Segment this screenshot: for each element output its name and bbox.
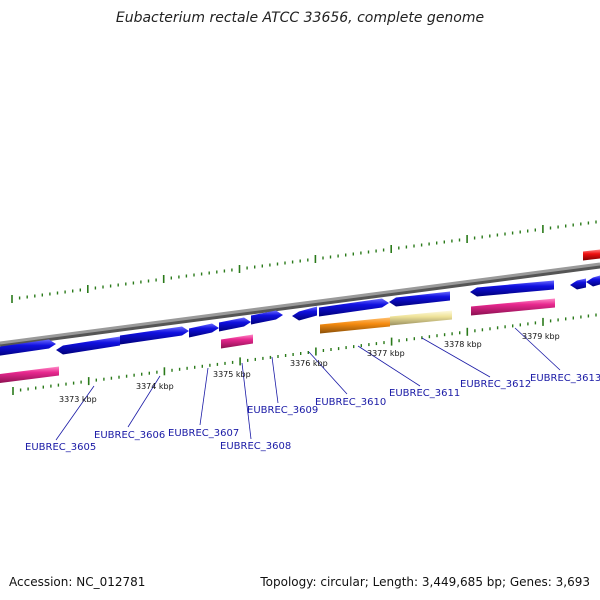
orange-feature-15[interactable] [320,317,390,334]
backbone [0,262,600,345]
tick-label-3375: 3375 kbp [213,370,251,379]
leader-3609 [271,356,279,404]
blue-feature-10[interactable] [570,278,586,290]
pink-feature-13[interactable] [221,334,253,349]
leader-3607 [199,367,209,426]
pink-feature-14[interactable] [471,298,555,316]
tick-labels: 3373 kbp 3374 kbp 3375 kbp 3376 kbp 3377… [59,332,560,404]
blue-feature-5[interactable] [251,310,283,325]
leader-3610 [308,351,348,395]
tick-label-3379: 3379 kbp [522,332,560,341]
leader-3613 [514,327,561,371]
leader-3612 [421,337,491,378]
blue-feature-1[interactable] [56,336,120,355]
backbone-shadow [0,263,600,348]
pink-feature-12[interactable] [0,366,59,384]
blue-feature-2[interactable] [120,326,189,345]
blue-feature-3[interactable] [189,323,219,338]
features [0,249,600,384]
blue-feature-8[interactable] [389,291,450,307]
gene-label-3606: EUBREC_3606 [94,430,165,441]
tick-label-3378: 3378 kbp [444,340,482,349]
accession-text: Accession: NC_012781 [9,575,146,589]
gene-label-3605: EUBREC_3605 [25,442,96,453]
gene-leaders [55,327,561,441]
leader-3606 [127,375,161,428]
gene-label-3613: EUBREC_3613 [530,373,600,384]
inner-ticks [12,313,597,395]
gene-label-3610: EUBREC_3610 [315,397,386,408]
tick-label-3374: 3374 kbp [136,382,174,391]
gene-label-3611: EUBREC_3611 [389,388,460,399]
blue-feature-7[interactable] [319,298,389,317]
outer-ticks [11,220,597,303]
red-feature-17[interactable] [583,249,600,261]
leader-3611 [357,345,421,387]
blue-feature-4[interactable] [219,317,251,332]
gene-label-3607: EUBREC_3607 [168,428,239,439]
genome-summary: Topology: circular; Length: 3,449,685 bp… [260,575,590,589]
tick-label-3376: 3376 kbp [290,359,328,368]
blue-feature-11[interactable] [586,275,600,287]
gene-label-3609: EUBREC_3609 [247,405,318,416]
blue-feature-9[interactable] [470,280,554,297]
gene-labels: EUBREC_3605 EUBREC_3606 EUBREC_3607 EUBR… [25,373,600,453]
beige-feature-16[interactable] [390,310,452,326]
tick-label-3377: 3377 kbp [367,349,405,358]
leader-3608 [241,362,252,440]
blue-feature-0[interactable] [0,339,56,357]
gene-label-3608: EUBREC_3608 [220,441,291,452]
map-title: Eubacterium rectale ATCC 33656, complete… [115,10,485,26]
gene-label-3612: EUBREC_3612 [460,379,531,390]
tick-label-3373: 3373 kbp [59,395,97,404]
blue-feature-6[interactable] [292,306,317,321]
leader-3605 [55,385,95,441]
